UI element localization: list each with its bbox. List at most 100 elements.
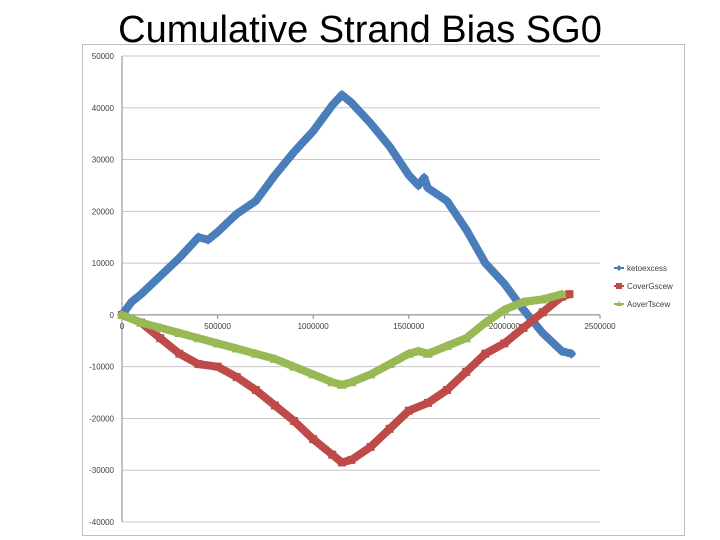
- data-point-AoverTscew: [336, 379, 347, 389]
- data-point-AoverTscew: [212, 338, 223, 348]
- series-line-ketoexcess: [118, 90, 576, 358]
- data-point-CoverGscew: [565, 290, 574, 299]
- data-point-ketoexcess: [269, 170, 280, 181]
- slide-title: Cumulative Strand Bias SG0: [118, 9, 602, 51]
- data-point-CoverGscew: [500, 339, 509, 348]
- data-point-AoverTscew: [231, 343, 242, 353]
- data-point-ketoexcess: [403, 170, 414, 181]
- y-tick-label: 50000: [92, 52, 115, 61]
- data-point-ketoexcess: [289, 146, 300, 157]
- data-point-CoverGscew: [443, 385, 452, 394]
- legend-label-CoverGscew: CoverGscew: [627, 282, 673, 291]
- data-point-CoverGscew: [462, 367, 471, 376]
- y-tick-label: 30000: [92, 156, 115, 165]
- data-point-ketoexcess: [422, 183, 433, 194]
- data-point-ketoexcess: [566, 348, 577, 359]
- data-point-CoverGscew: [156, 334, 165, 343]
- data-point-AoverTscew: [250, 348, 261, 358]
- data-point-CoverGscew: [290, 417, 299, 426]
- data-point-ketoexcess: [136, 289, 147, 300]
- data-point-CoverGscew: [232, 373, 241, 382]
- data-point-AoverTscew: [174, 328, 185, 338]
- data-point-ketoexcess: [413, 180, 424, 191]
- data-point-CoverGscew: [328, 450, 337, 459]
- data-point-CoverGscew: [309, 435, 318, 444]
- data-point-AoverTscew: [155, 322, 166, 332]
- data-point-AoverTscew: [403, 348, 414, 358]
- series-line-AoverTscew: [118, 290, 566, 389]
- y-tick-label: -20000: [89, 414, 114, 423]
- data-point-ketoexcess: [499, 278, 510, 289]
- data-point-ketoexcess: [212, 227, 223, 238]
- x-tick-label: 2000000: [489, 322, 521, 331]
- data-point-ketoexcess: [537, 328, 548, 339]
- data-point-ketoexcess: [384, 141, 395, 152]
- data-point-CoverGscew: [194, 360, 203, 369]
- data-point-ketoexcess: [461, 224, 472, 235]
- data-point-AoverTscew: [327, 377, 338, 387]
- legend-marker-CoverGscew: [616, 283, 622, 289]
- data-point-AoverTscew: [556, 289, 567, 299]
- legend-marker-AoverTscew: [616, 301, 622, 306]
- data-point-ketoexcess: [480, 258, 491, 269]
- x-tick-label: 0: [120, 322, 125, 331]
- y-tick-label: -30000: [89, 466, 114, 475]
- data-point-CoverGscew: [347, 455, 356, 464]
- chart-frame: [82, 44, 685, 536]
- data-point-AoverTscew: [518, 296, 529, 306]
- data-point-ketoexcess: [365, 118, 376, 129]
- data-point-AoverTscew: [480, 317, 491, 327]
- data-point-AoverTscew: [136, 317, 147, 327]
- data-point-ketoexcess: [126, 296, 137, 307]
- data-point-AoverTscew: [193, 333, 204, 343]
- data-point-CoverGscew: [423, 398, 432, 407]
- y-tick-label: 0: [110, 311, 115, 320]
- legend-label-AoverTscew: AoverTscew: [627, 300, 670, 309]
- data-point-ketoexcess: [155, 271, 166, 282]
- data-point-ketoexcess: [556, 346, 567, 357]
- data-point-ketoexcess: [442, 195, 453, 206]
- data-point-ketoexcess: [250, 195, 261, 206]
- data-point-AoverTscew: [308, 369, 319, 379]
- data-point-CoverGscew: [519, 323, 528, 332]
- y-tick-label: 40000: [92, 104, 115, 113]
- data-point-CoverGscew: [251, 385, 260, 394]
- data-point-ketoexcess: [231, 208, 242, 219]
- data-point-ketoexcess: [174, 252, 185, 263]
- data-point-AoverTscew: [537, 294, 548, 304]
- y-tick-label: 20000: [92, 207, 115, 216]
- x-tick-label: 500000: [204, 322, 231, 331]
- data-point-ketoexcess: [346, 97, 357, 108]
- data-point-ketoexcess: [336, 89, 347, 100]
- series-line-CoverGscew: [118, 290, 574, 467]
- y-tick-label: -40000: [89, 518, 114, 527]
- data-point-AoverTscew: [289, 361, 300, 371]
- data-point-AoverTscew: [269, 353, 280, 363]
- y-tick-label: -10000: [89, 363, 114, 372]
- x-tick-label: 1500000: [393, 322, 425, 331]
- data-point-ketoexcess: [203, 234, 214, 245]
- data-point-AoverTscew: [365, 369, 376, 379]
- data-point-AoverTscew: [413, 346, 424, 356]
- data-point-AoverTscew: [346, 377, 357, 387]
- data-point-CoverGscew: [481, 349, 490, 358]
- data-point-AoverTscew: [422, 348, 433, 358]
- data-point-CoverGscew: [366, 442, 375, 451]
- data-point-CoverGscew: [385, 424, 394, 433]
- data-point-AoverTscew: [117, 309, 127, 319]
- x-tick-label: 2500000: [584, 322, 616, 331]
- legend-label-ketoexcess: ketoexcess: [627, 264, 667, 273]
- data-point-AoverTscew: [499, 304, 510, 314]
- data-point-AoverTscew: [384, 359, 395, 369]
- data-point-CoverGscew: [175, 349, 184, 358]
- x-tick-label: 1000000: [298, 322, 330, 331]
- legend-marker-ketoexcess: [616, 265, 622, 271]
- data-point-CoverGscew: [337, 458, 346, 467]
- data-point-CoverGscew: [404, 406, 413, 415]
- data-point-AoverTscew: [461, 333, 472, 343]
- data-point-CoverGscew: [213, 362, 222, 371]
- data-point-ketoexcess: [419, 172, 430, 183]
- data-point-ketoexcess: [327, 100, 338, 111]
- data-point-CoverGscew: [538, 308, 547, 317]
